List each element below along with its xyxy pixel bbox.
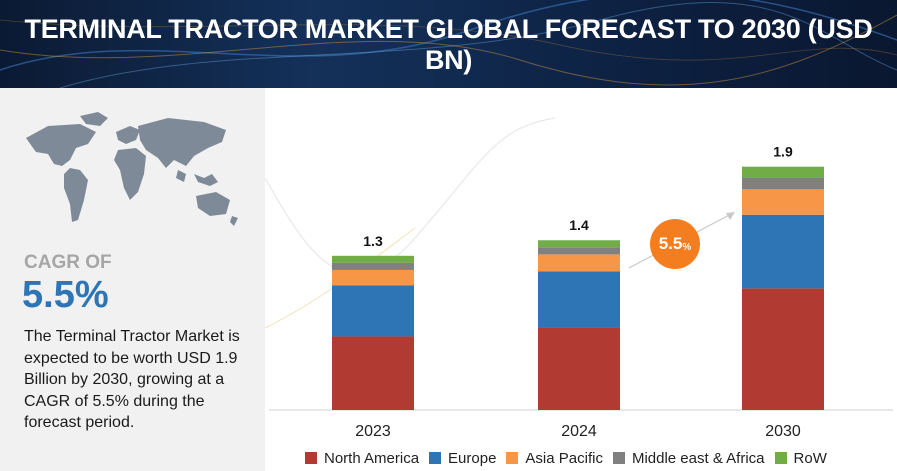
legend-swatch: [506, 452, 519, 464]
growth-arrow-head: [726, 212, 735, 220]
bar-segment-2030-2: [742, 189, 824, 215]
header-banner: TERMINAL TRACTOR MARKET GLOBAL FORECAST …: [0, 0, 897, 88]
bar-segment-2030-1: [742, 214, 824, 289]
legend-label: North America: [324, 449, 420, 467]
page-title: TERMINAL TRACTOR MARKET GLOBAL FORECAST …: [24, 14, 873, 75]
legend-swatch: [429, 452, 442, 464]
legend-label: Middle east & Africa: [631, 449, 765, 467]
legend-item: Middle east & Africa: [612, 449, 765, 467]
bar-segment-2030-0: [742, 288, 824, 410]
decorative-curve: [265, 117, 556, 275]
cagr-value: 5.5%: [22, 274, 109, 316]
bar-segment-2030-4: [742, 166, 824, 178]
bar-segment-2023-1: [332, 285, 414, 337]
bar-segment-2024-0: [538, 327, 620, 410]
bar-total-label: 1.3: [363, 233, 383, 249]
chart-legend: North America Europe Asia Pacific Middle ea…: [305, 448, 837, 468]
bar-total-label: 1.9: [773, 144, 793, 160]
bar-segment-2023-2: [332, 269, 414, 286]
badge-value: 5.5: [658, 234, 683, 253]
legend-swatch: [774, 452, 787, 464]
x-tick-label: 2024: [561, 423, 597, 440]
market-description: The Terminal Tractor Market is expected …: [24, 328, 240, 431]
bar-segment-2024-2: [538, 254, 620, 272]
x-tick-label: 2030: [765, 423, 801, 440]
stacked-bar-chart: 1.3 2023 1.4 2024 1.9 2030: [265, 117, 893, 440]
bar-segment-2023-4: [332, 255, 414, 263]
bar-segment-2030-3: [742, 178, 824, 190]
cagr-badge: 5.5%: [650, 219, 700, 269]
bar-segment-2024-4: [538, 240, 620, 248]
legend-label: RoW: [793, 449, 827, 467]
cagr-label: CAGR OF: [24, 252, 112, 273]
bar-segment-2024-3: [538, 247, 620, 255]
bar-segment-2023-3: [332, 262, 414, 270]
bar-segment-2023-0: [332, 336, 414, 410]
badge-unit: %: [682, 241, 692, 253]
legend-item: North America: [305, 450, 419, 467]
bar-segment-2024-1: [538, 271, 620, 328]
legend-label: Asia Pacific: [525, 449, 603, 467]
summary-panel: CAGR OF 5.5% The Terminal Tractor Market…: [0, 88, 265, 471]
legend-item: Asia Pacific: [506, 450, 603, 467]
world-map-icon: [26, 112, 238, 226]
legend-swatch: [612, 452, 625, 464]
legend-swatch: [305, 452, 317, 464]
x-tick-label: 2023: [355, 423, 391, 440]
legend-item: Europe: [429, 450, 496, 467]
header-background-graphic: [0, 0, 897, 88]
legend-label: Europe: [448, 449, 497, 467]
bar-total-label: 1.4: [569, 217, 589, 233]
legend-item: RoW: [774, 449, 827, 467]
